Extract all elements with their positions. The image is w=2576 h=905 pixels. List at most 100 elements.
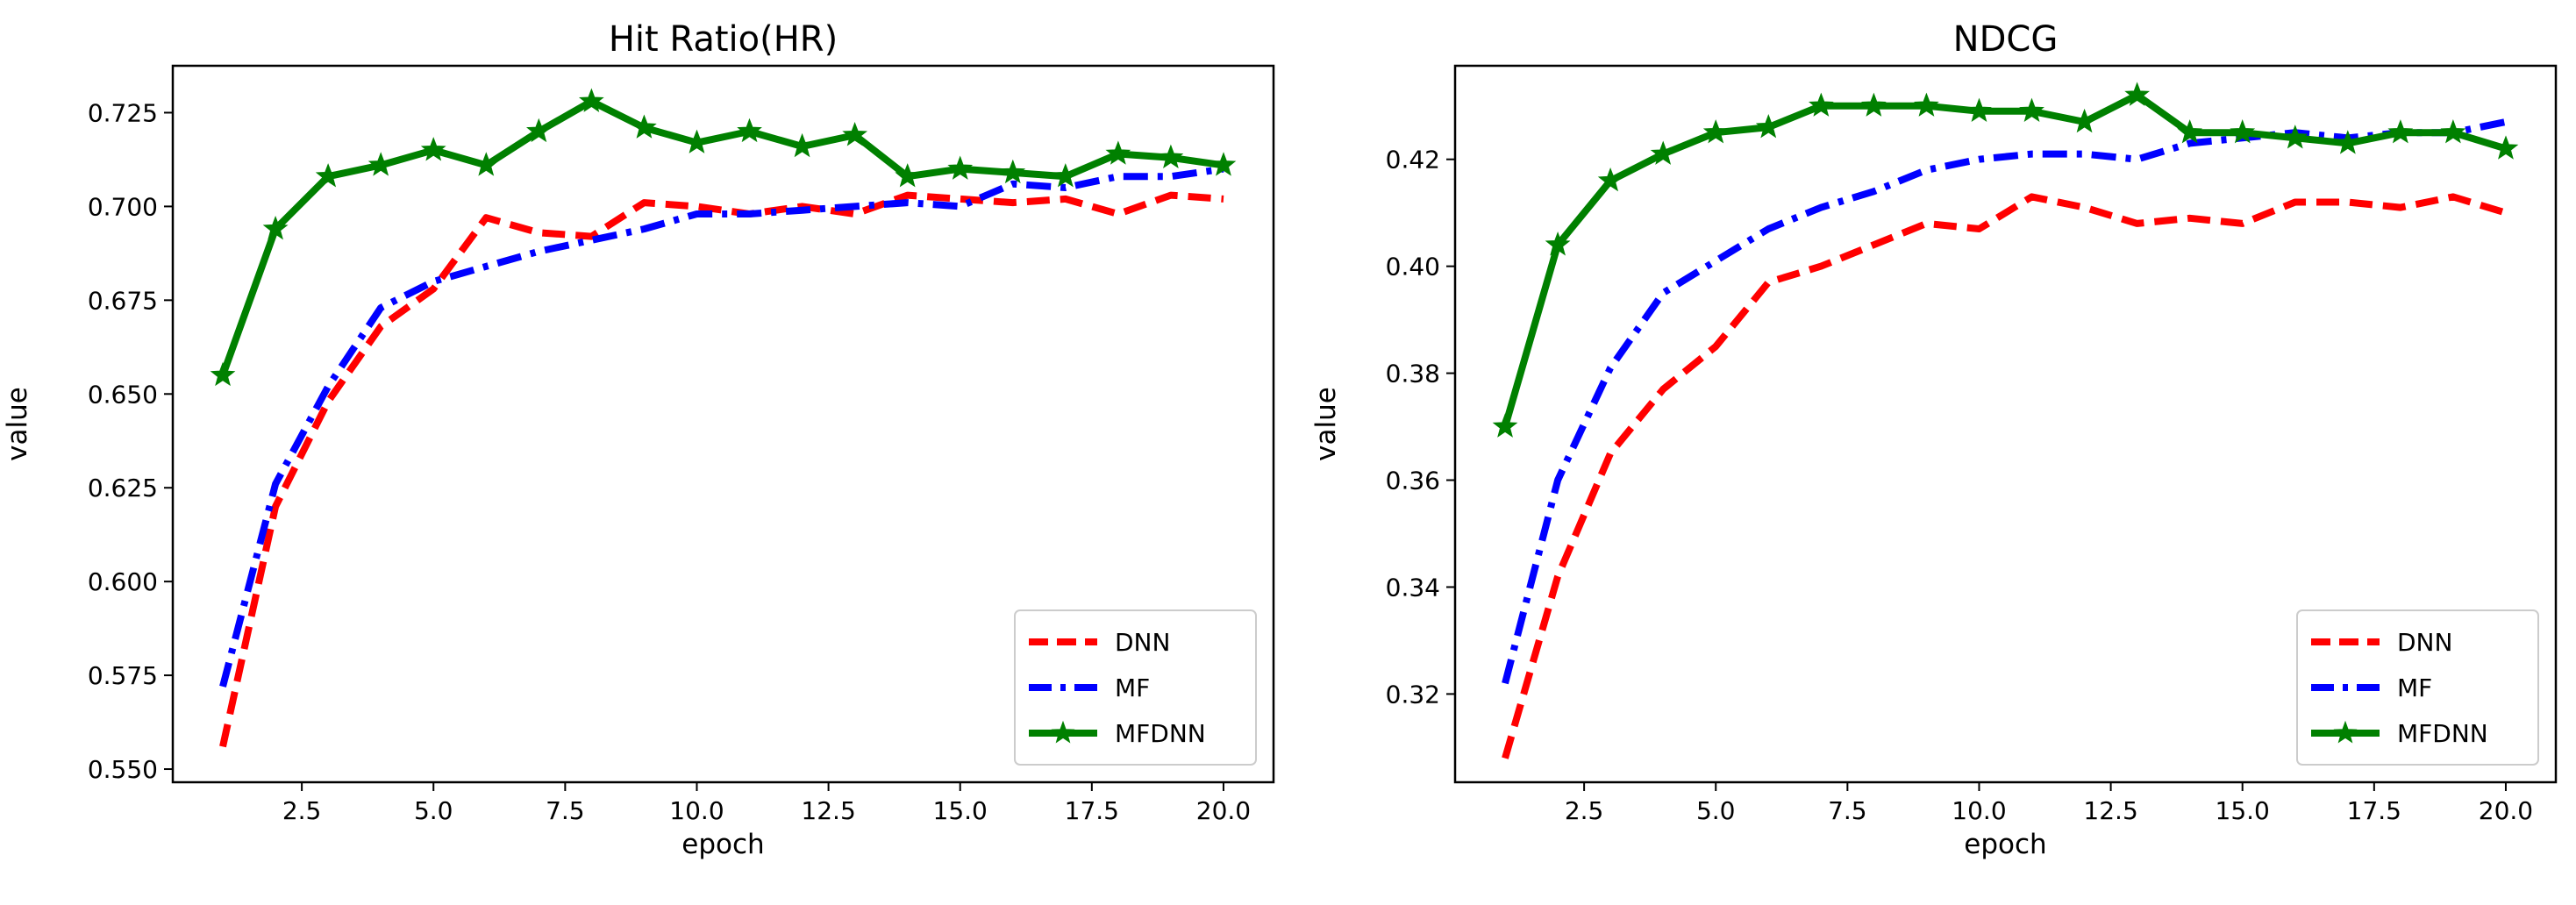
- series-point-mfdnn: [1860, 92, 1887, 117]
- x-tick-label: 7.5: [546, 796, 585, 825]
- x-tick-label: 17.5: [2347, 796, 2401, 825]
- x-tick-label: 5.0: [414, 796, 453, 825]
- series-point-mfdnn: [473, 152, 499, 176]
- x-tick-label: 15.0: [2216, 796, 2270, 825]
- series-line-mfdnn: [1502, 91, 2508, 428]
- x-tick-label: 2.5: [1565, 796, 1604, 825]
- y-tick-label: 0.725: [88, 98, 158, 127]
- y-tick-label: 0.600: [88, 567, 158, 596]
- series-point-mfdnn: [1966, 97, 1992, 123]
- series-point-mfdnn: [2230, 119, 2256, 144]
- series-point-mfdnn: [1158, 144, 1184, 169]
- series-point-mfdnn: [420, 137, 446, 161]
- series-point-mfdnn: [2282, 125, 2308, 149]
- series-point-mfdnn: [1597, 167, 1623, 192]
- series-point-mfdnn: [1702, 119, 1729, 144]
- plot-frame: [1453, 64, 2558, 784]
- legend: DNN MF MFDNN: [1014, 609, 1257, 766]
- x-tick-label: 7.5: [1828, 796, 1867, 825]
- legend-label-dnn: DNN: [2397, 628, 2452, 657]
- series-point-mfdnn: [1914, 92, 1939, 117]
- x-axis-label: epoch: [1964, 829, 2046, 860]
- series-point-mfdnn: [2387, 119, 2414, 144]
- y-tick-label: 0.550: [88, 755, 158, 784]
- x-tick-label: 10.0: [669, 796, 724, 825]
- series-point-mfdnn: [262, 215, 289, 240]
- x-tick-label: 15.0: [933, 796, 988, 825]
- y-tick-label: 0.34: [1386, 573, 1440, 602]
- x-tick-label: 20.0: [2479, 796, 2533, 825]
- series-point-mfdnn: [895, 163, 920, 188]
- series-point-mfdnn: [1492, 413, 1518, 438]
- legend-marker-mfdnn: [2333, 720, 2358, 744]
- y-axis-label: value: [2, 387, 33, 461]
- series-line-dnn: [1502, 193, 2508, 759]
- y-tick-label: 0.36: [1386, 467, 1440, 495]
- series-point-mfdnn: [1053, 163, 1079, 188]
- series-point-mfdnn: [2493, 135, 2519, 160]
- series-point-mfdnn: [1105, 140, 1131, 165]
- legend-marker-mfdnn: [1051, 720, 1075, 744]
- series-point-mfdnn: [1210, 152, 1237, 176]
- y-tick-label: 0.42: [1386, 146, 1440, 175]
- series-point-mfdnn: [737, 118, 762, 143]
- legend-label-dnn: DNN: [1115, 628, 1170, 657]
- plot-area: [210, 88, 1237, 748]
- series-point-mfdnn: [632, 114, 657, 139]
- series-point-mfdnn: [842, 121, 868, 146]
- legend-box: [1014, 609, 1257, 766]
- y-tick-label: 0.38: [1386, 360, 1440, 388]
- series-point-mfdnn: [1000, 159, 1026, 184]
- x-axis-label: epoch: [681, 829, 764, 860]
- chart-title: NDCG: [1953, 19, 2059, 60]
- legend-box: [2296, 609, 2539, 766]
- chart-panel-2: NDCG 2.5 5.0 7.5 10.0 12.5 15.0 17.5 20.0 0.32 0.3…: [1310, 19, 2558, 860]
- chart-panel-1: Hit Ratio(HR) 2.5 5.0 7.5 10.0 12.5 15.0 17.5 20…: [2, 19, 1275, 860]
- series-point-mfdnn: [684, 129, 710, 153]
- x-tick-label: 5.0: [1696, 796, 1736, 825]
- y-tick-label: 0.32: [1386, 680, 1440, 709]
- series-line-mf: [1502, 118, 2507, 685]
- series-point-mfdnn: [1808, 92, 1834, 117]
- series-point-mfdnn: [789, 132, 815, 158]
- series-point-mfdnn: [947, 155, 974, 180]
- legend-label-mf: MF: [2397, 673, 2432, 702]
- series-point-mfdnn: [1650, 140, 1676, 165]
- series-point-mfdnn: [210, 361, 236, 387]
- plot-area: [1492, 82, 2519, 759]
- x-tick-label: 17.5: [1065, 796, 1119, 825]
- y-tick-label: 0.650: [88, 380, 158, 409]
- series-point-mfdnn: [578, 88, 604, 112]
- series-point-mfdnn: [1755, 113, 1781, 139]
- chart-title: Hit Ratio(HR): [609, 19, 838, 60]
- y-tick-label: 0.575: [88, 661, 158, 690]
- x-tick-label: 2.5: [282, 796, 322, 825]
- plot-frame: [171, 64, 1275, 784]
- x-tick-label: 20.0: [1196, 796, 1251, 825]
- x-tick-label: 12.5: [801, 796, 855, 825]
- y-tick-label: 0.700: [88, 192, 158, 221]
- series-point-mfdnn: [2335, 130, 2361, 154]
- legend-label-mf: MF: [1115, 673, 1150, 702]
- legend: DNN MF MFDNN: [2296, 609, 2539, 766]
- x-tick-label: 12.5: [2083, 796, 2137, 825]
- x-tick-label: 10.0: [1952, 796, 2006, 825]
- series-point-mfdnn: [2124, 82, 2151, 106]
- series-point-mfdnn: [2019, 97, 2044, 123]
- y-axis-label: value: [1310, 387, 1342, 461]
- series-point-mfdnn: [315, 163, 341, 188]
- series-point-mfdnn: [526, 118, 552, 143]
- y-tick-label: 0.40: [1386, 253, 1440, 281]
- series-point-mfdnn: [367, 152, 394, 176]
- y-tick-label: 0.625: [88, 474, 158, 502]
- series-line-mf: [219, 165, 1224, 688]
- series-point-mfdnn: [1545, 232, 1571, 256]
- legend-label-mfdnn: MFDNN: [1115, 719, 1206, 748]
- series-point-mfdnn: [2072, 108, 2097, 133]
- series-point-mfdnn: [2440, 119, 2466, 144]
- series-point-mfdnn: [2177, 119, 2203, 144]
- legend-label-mfdnn: MFDNN: [2397, 719, 2488, 748]
- y-tick-label: 0.675: [88, 286, 158, 315]
